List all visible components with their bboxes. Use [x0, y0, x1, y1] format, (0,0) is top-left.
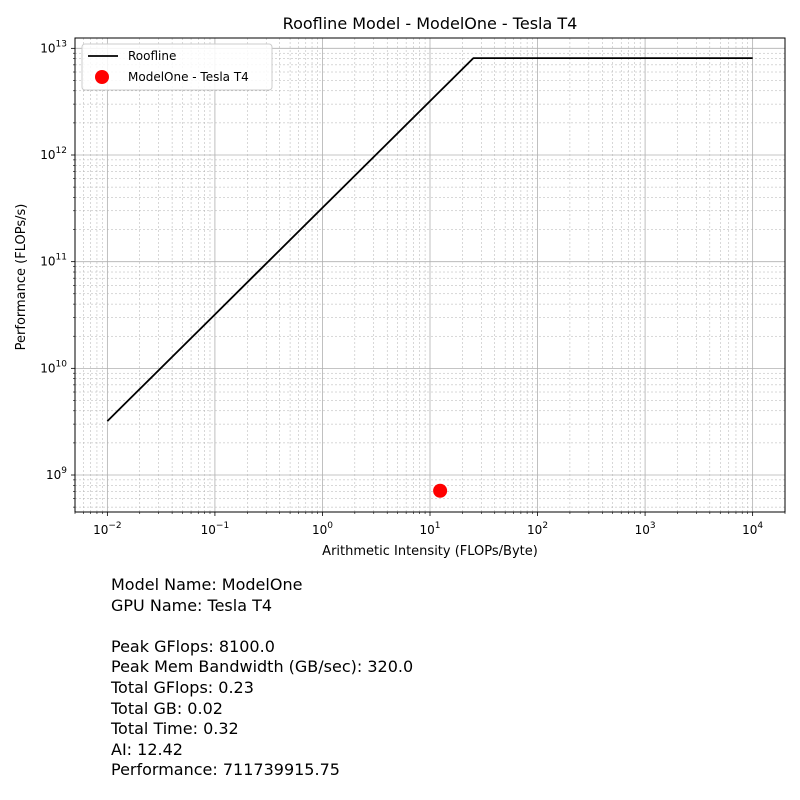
legend-entry-label: Roofline — [128, 49, 176, 63]
model-name-text: Model Name: ModelOne — [111, 575, 303, 594]
y-axis-label: Performance (FLOPs/s) — [14, 204, 29, 351]
legend-marker-swatch — [95, 70, 109, 84]
y-tick-label: 1011 — [40, 253, 67, 269]
total-time-text: Total Time: 0.32 — [111, 719, 239, 739]
grid-lines — [74, 38, 786, 512]
x-tick-label: 10−1 — [201, 521, 230, 537]
blank-line — [111, 616, 413, 637]
legend-entry-label: ModelOne - Tesla T4 — [128, 70, 249, 84]
run-info-panel: Model Name: ModelOne GPU Name: Tesla T4 … — [111, 575, 413, 781]
performance-text: Performance: 711739915.75 — [111, 760, 340, 780]
chart-title: Roofline Model - ModelOne - Tesla T4 — [283, 14, 578, 33]
peak-gflops-text: Peak GFlops: 8100.0 — [111, 636, 275, 656]
x-tick-label: 101 — [419, 521, 440, 537]
model-data-point — [433, 483, 448, 498]
x-axis-label: Arithmetic Intensity (FLOPs/Byte) — [322, 544, 538, 559]
y-tick-label: 1010 — [40, 359, 67, 375]
roofline-series-line — [106, 57, 753, 422]
total-gb-text: Total GB: 0.02 — [111, 698, 223, 718]
axis-ticks: 10−2 10−1 100 101 102 103 104 109 1010 1011 1012 10… — [40, 39, 786, 537]
x-tick-label: 10−2 — [93, 521, 122, 537]
x-tick-label: 103 — [635, 521, 656, 537]
total-gflops-text: Total GFlops: 0.23 — [111, 677, 254, 697]
legend-box — [81, 43, 273, 91]
peak-bandwidth-text: Peak Mem Bandwidth (GB/sec): 320.0 — [111, 657, 414, 677]
ai-text: AI: 12.42 — [111, 739, 183, 759]
legend: Roofline ModelOne - Tesla T4 — [81, 43, 273, 91]
y-tick-label: 109 — [46, 466, 67, 482]
y-tick-label: 1012 — [40, 146, 67, 162]
x-tick-label: 100 — [312, 521, 333, 537]
series-layer — [106, 57, 753, 498]
y-tick-label: 1013 — [40, 39, 67, 55]
gpu-name-text: GPU Name: Tesla T4 — [111, 595, 273, 615]
x-tick-label: 102 — [527, 521, 548, 537]
x-tick-label: 104 — [742, 521, 763, 537]
